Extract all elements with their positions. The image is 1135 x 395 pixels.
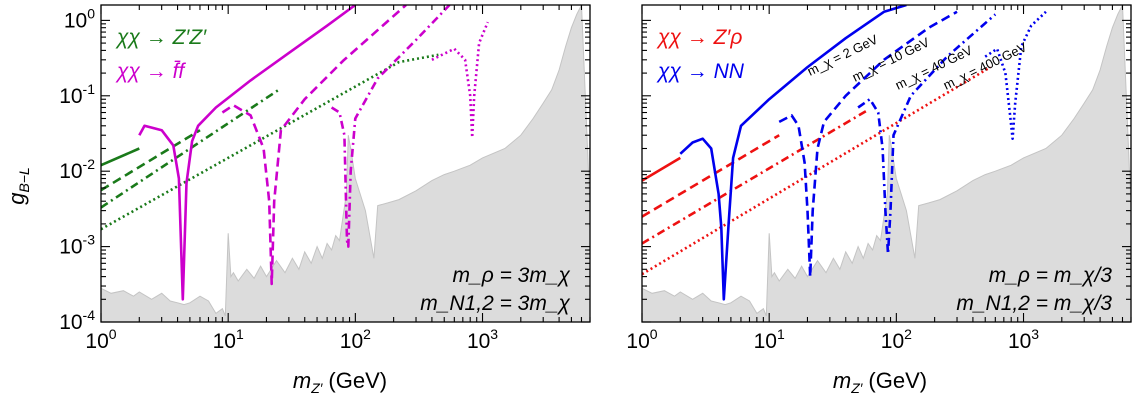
annotation-left-1: m_ρ = 3m_χ <box>453 264 571 287</box>
legend-right-nn: χχ → NN <box>656 60 745 83</box>
x-tick-label: 103 <box>1008 326 1039 353</box>
plot-frame <box>100 4 591 323</box>
series-green-dashed <box>101 129 201 192</box>
x-tick-label: 101 <box>213 326 244 353</box>
legend-left-zz: χχ → Z′Z′ <box>115 26 207 49</box>
series-magenta-dashdot <box>330 5 451 248</box>
y-tick-label: 10-1 <box>59 81 95 108</box>
x-tick-label: 100 <box>626 326 657 353</box>
series-blue-dotted <box>984 10 1047 140</box>
y-axis-label: gB−L <box>4 167 32 205</box>
series-red-dashdot <box>642 108 869 245</box>
y-tick-label: 10-3 <box>59 232 95 259</box>
y-tick-label: 10-2 <box>59 156 95 183</box>
series-blue-dashdot <box>857 13 997 256</box>
panel-right: 100 101 102 103 <box>626 4 1132 353</box>
plot-frame <box>641 4 1132 323</box>
series-magenta-dashed <box>221 5 407 286</box>
series-green-solid <box>101 147 140 167</box>
x-tick-label: 103 <box>467 326 498 353</box>
series-red-solid <box>642 156 681 182</box>
series-blue-solid <box>679 5 907 301</box>
x-tick-label: 100 <box>85 326 116 353</box>
x-tick-label: 102 <box>881 326 912 353</box>
x-axis-label-right: mZ′ (GeV) <box>833 368 927 395</box>
legend-left-ff: χχ → f̄f <box>115 60 186 83</box>
series-red-dashed <box>642 134 780 218</box>
y-tick-label: 100 <box>64 5 95 32</box>
series-blue-dashed <box>778 10 958 278</box>
annotation-right-2: m_N1,2 = m_χ/3 <box>956 292 1112 315</box>
series-magenta-dotted <box>431 21 490 139</box>
annotation-left-2: m_N1,2 = 3m_χ <box>420 292 570 315</box>
excluded-region <box>642 5 1131 322</box>
legend-right-zrho: χχ → Z′ρ <box>656 26 742 49</box>
y-tick-label: 10-4 <box>59 307 95 334</box>
panel-left: 100 101 102 103 10-4 10-3 10-2 10-1 100 <box>59 4 591 353</box>
x-tick-label: 102 <box>340 326 371 353</box>
excluded-region <box>101 5 590 322</box>
series-magenta-solid <box>138 5 357 301</box>
annotation-right-1: m_ρ = m_χ/3 <box>989 264 1113 287</box>
x-tick-label: 101 <box>754 326 785 353</box>
series-green-dotted <box>101 53 439 231</box>
x-axis-label-left: mZ′ (GeV) <box>293 368 387 395</box>
